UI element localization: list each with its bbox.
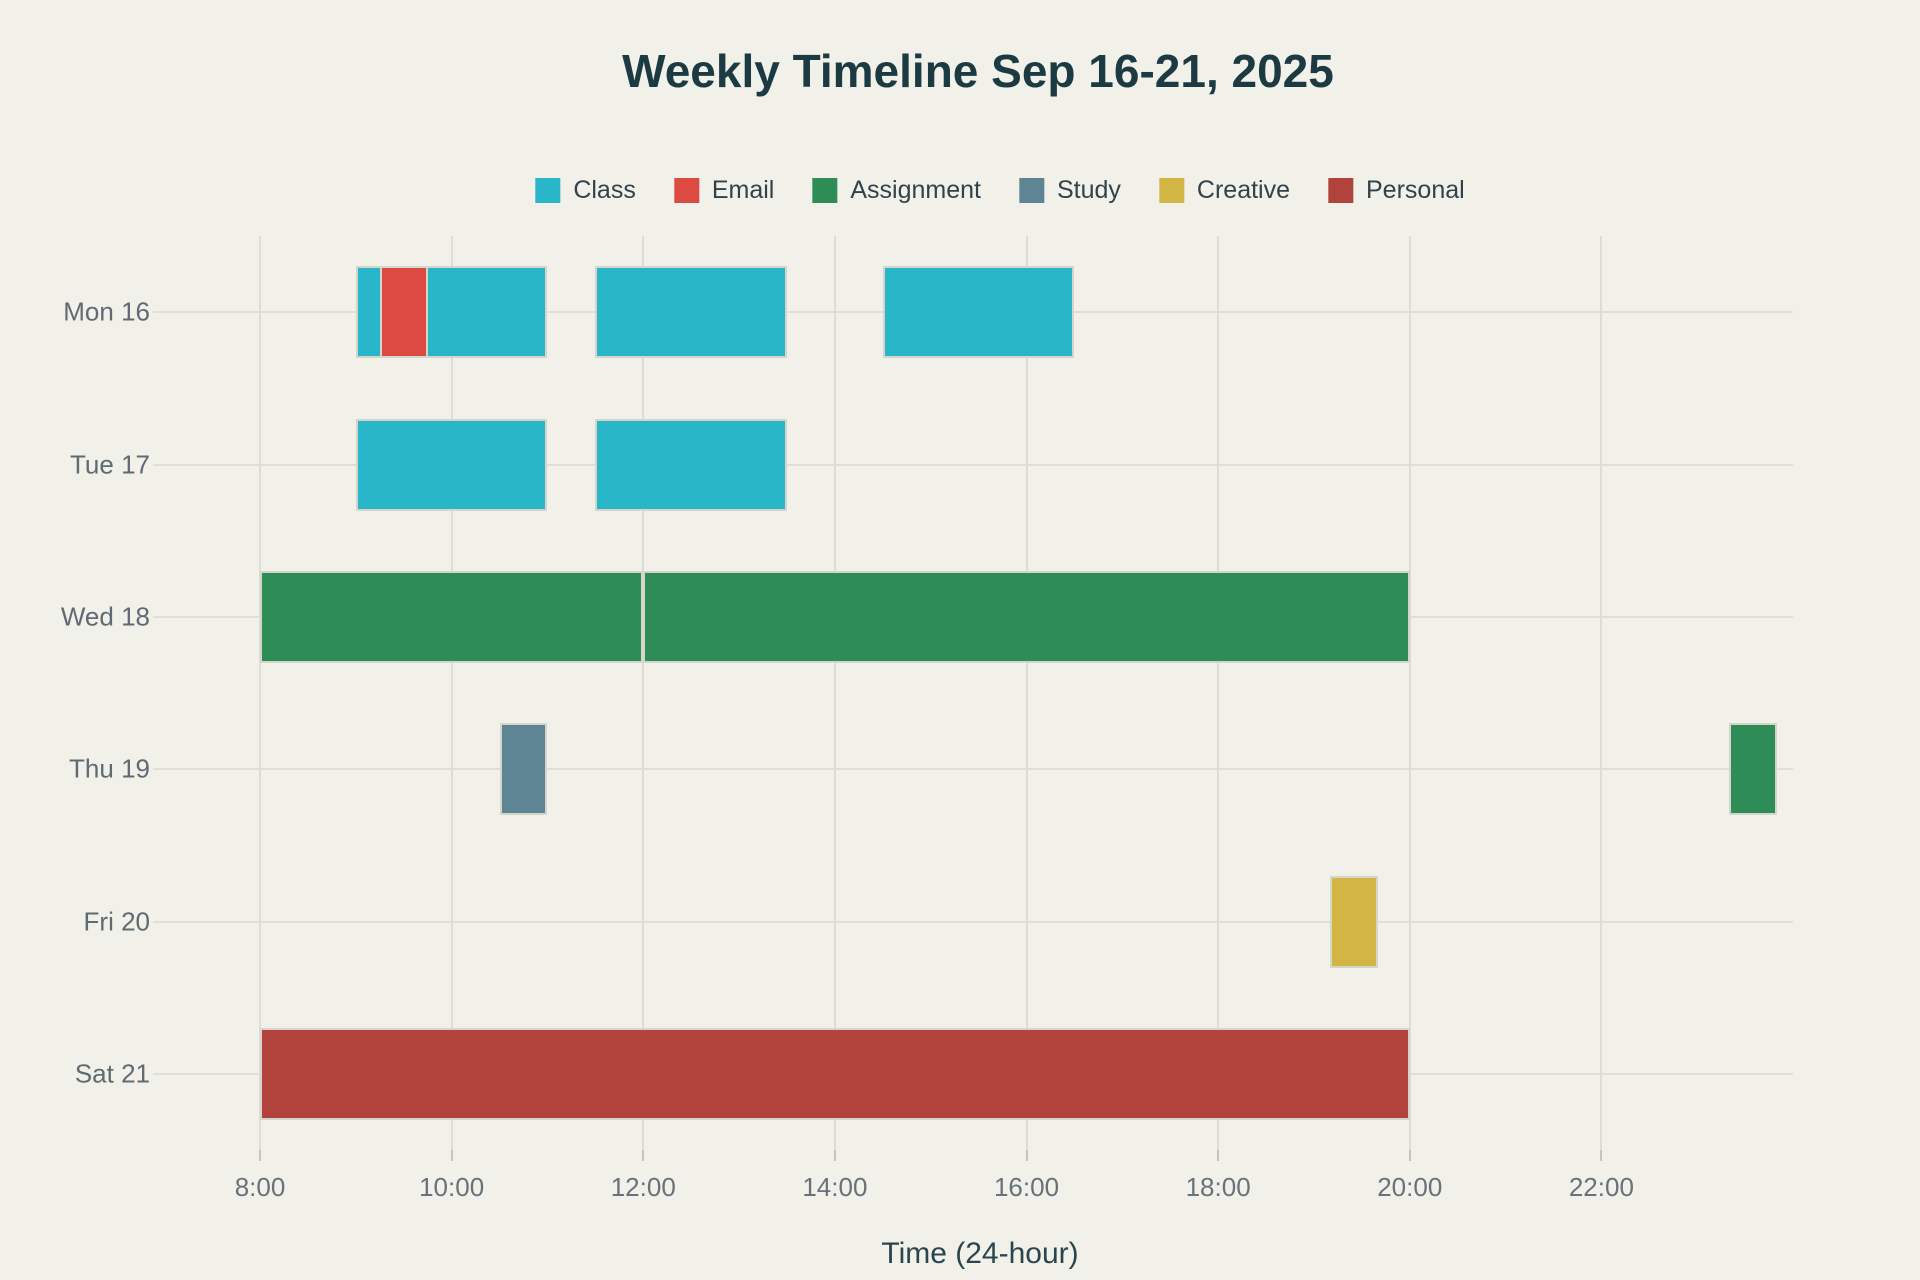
legend-swatch-email — [673, 178, 699, 203]
gridline-h-thu-19 — [153, 768, 1793, 771]
gridline-v-1600 — [1025, 236, 1028, 1150]
x-tick-1800 — [1217, 1150, 1220, 1161]
y-label-wed-18: Wed 18 — [60, 601, 150, 632]
gridline-h-tue-17 — [153, 463, 1793, 466]
legend-label: Email — [711, 176, 775, 204]
y-label-thu-19: Thu 19 — [69, 753, 150, 784]
legend-label: Class — [573, 176, 636, 204]
legend-label: Study — [1056, 176, 1121, 204]
gridline-h-fri-20 — [153, 920, 1793, 923]
legend-item-email[interactable]: Email — [673, 176, 775, 205]
gridline-v-1000 — [450, 236, 453, 1150]
x-tick-800 — [259, 1150, 261, 1161]
legend-label: Creative — [1196, 176, 1291, 204]
x-tick-label-1200: 12:00 — [610, 1172, 676, 1202]
legend-item-assignment[interactable]: Assignment — [812, 176, 981, 205]
x-tick-1000 — [450, 1150, 453, 1161]
y-label-mon-16: Mon 16 — [63, 296, 150, 327]
legend-label: Assignment — [850, 176, 981, 204]
x-tick-2200 — [1600, 1150, 1603, 1161]
x-tick-label-1800: 18:00 — [1185, 1172, 1251, 1202]
gridline-v-800 — [259, 236, 261, 1150]
legend-swatch-creative — [1158, 178, 1184, 203]
x-tick-label-1600: 16:00 — [993, 1172, 1060, 1202]
legend-label: Personal — [1366, 176, 1465, 204]
x-tick-label-1000: 10:00 — [419, 1172, 485, 1202]
timeline-bar-mon-16-email[interactable] — [379, 266, 428, 359]
legend-item-creative[interactable]: Creative — [1158, 176, 1291, 205]
timeline-bar-wed-18-assignment[interactable] — [260, 570, 644, 663]
x-tick-label-1400: 14:00 — [802, 1172, 868, 1202]
timeline-bar-thu-19-assignment[interactable] — [1729, 723, 1777, 816]
timeline-bar-mon-16-class[interactable] — [595, 266, 787, 359]
x-tick-label-2000: 20:00 — [1377, 1172, 1443, 1202]
x-axis-title: Time (24-hour) — [881, 1237, 1079, 1270]
x-tick-2000 — [1408, 1150, 1411, 1161]
timeline-bar-sat-21-personal[interactable] — [260, 1027, 1410, 1120]
legend-item-personal[interactable]: Personal — [1328, 176, 1465, 205]
timeline-bar-mon-16-class[interactable] — [882, 266, 1075, 359]
legend-item-class[interactable]: Class — [535, 176, 636, 205]
y-label-fri-20: Fri 20 — [83, 906, 150, 936]
y-label-tue-17: Tue 17 — [70, 449, 150, 479]
gridline-v-1400 — [833, 236, 836, 1150]
timeline-bar-fri-20-creative[interactable] — [1329, 875, 1378, 968]
legend-swatch-class — [535, 178, 561, 203]
gridline-v-1200 — [642, 236, 645, 1150]
gridline-v-2000 — [1408, 236, 1411, 1150]
timeline-bar-tue-17-class[interactable] — [355, 418, 548, 511]
gridline-v-1800 — [1217, 236, 1220, 1150]
x-tick-label-2200: 22:00 — [1568, 1172, 1634, 1202]
legend-swatch-assignment — [812, 178, 838, 203]
x-tick-1400 — [833, 1150, 836, 1161]
timeline-bar-tue-17-class[interactable] — [595, 418, 787, 511]
legend-item-study[interactable]: Study — [1018, 176, 1121, 205]
legend-swatch-study — [1018, 178, 1044, 203]
y-label-sat-21: Sat 21 — [74, 1058, 150, 1089]
gridline-v-2200 — [1600, 236, 1603, 1150]
x-tick-label-800: 8:00 — [234, 1172, 286, 1202]
legend: Class Email Assignment Study Creative Persona… — [535, 176, 1465, 205]
timeline-bar-thu-19-study[interactable] — [499, 723, 548, 816]
x-tick-1200 — [642, 1150, 645, 1161]
x-tick-1600 — [1025, 1150, 1028, 1161]
legend-swatch-personal — [1328, 178, 1354, 203]
timeline-bar-wed-18-assignment[interactable] — [643, 570, 1410, 663]
chart-title: Weekly Timeline Sep 16-21, 2025 — [622, 45, 1334, 97]
